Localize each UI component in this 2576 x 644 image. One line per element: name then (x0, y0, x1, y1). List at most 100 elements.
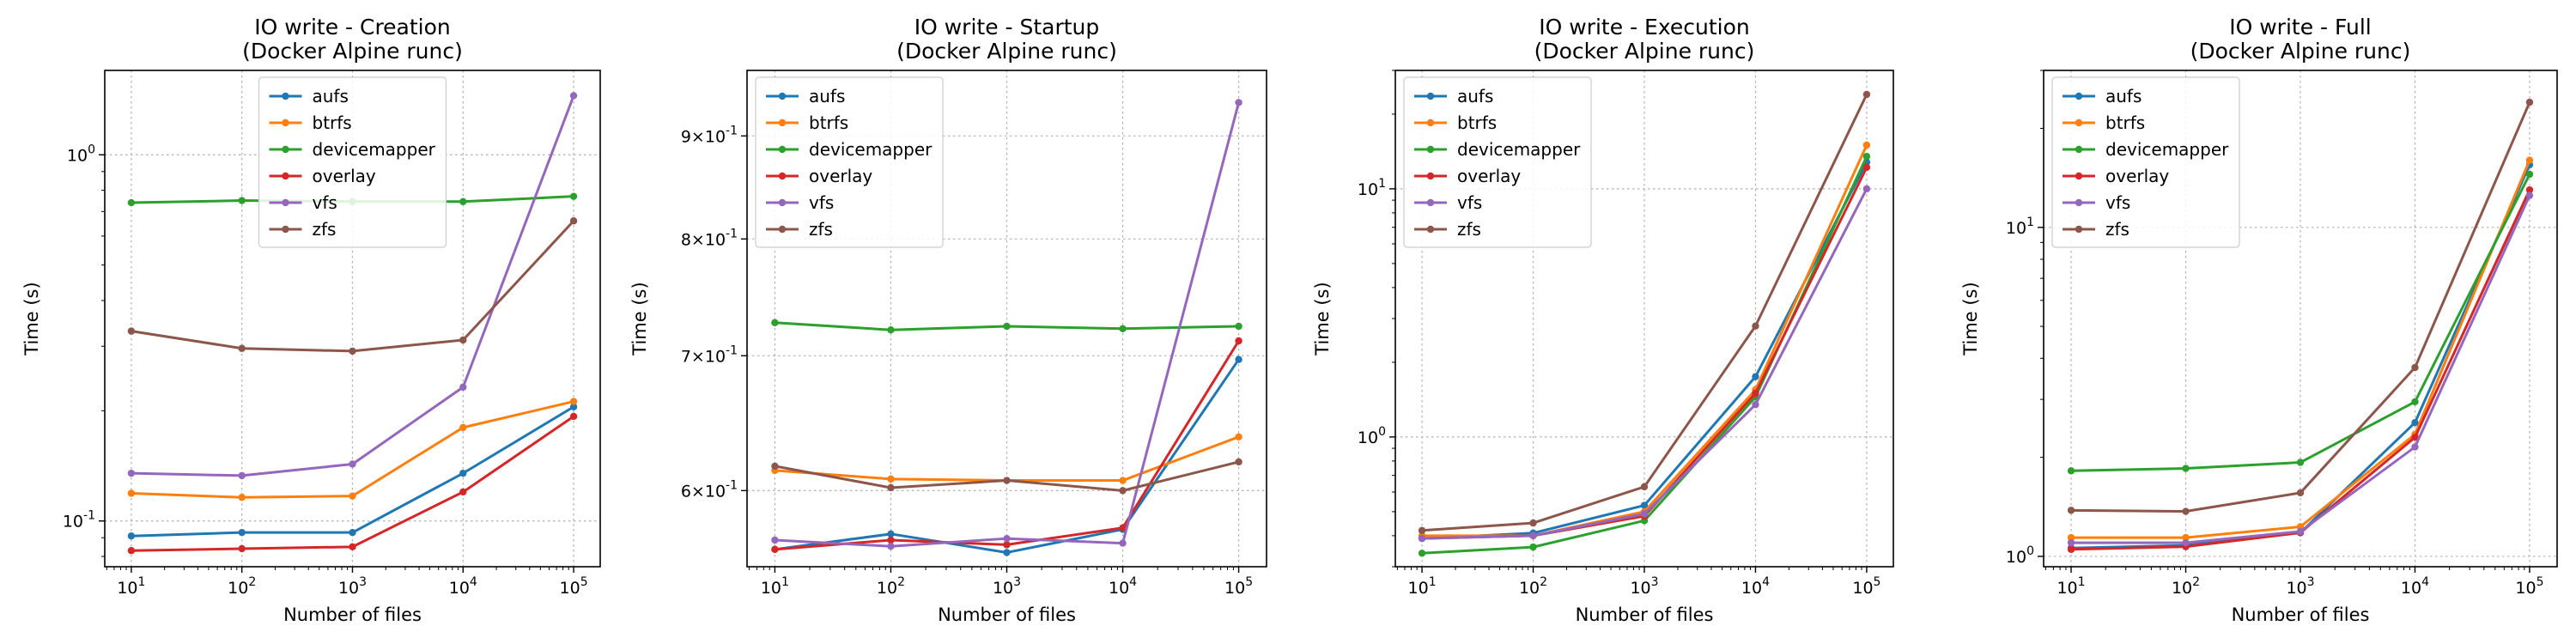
legend-marker-zfs (778, 225, 787, 234)
legend-label-vfs: vfs (313, 192, 337, 213)
data-point-devicemapper (2296, 459, 2305, 466)
data-point-zfs (127, 327, 136, 335)
data-point-btrfs (349, 492, 356, 500)
y-tick-label: 100 (67, 143, 95, 165)
legend-label-overlay: overlay (809, 166, 872, 186)
data-point-vfs (887, 543, 895, 550)
data-point-devicemapper (459, 197, 467, 205)
data-point-zfs (2296, 489, 2305, 497)
data-point-aufs (1003, 549, 1011, 556)
data-point-devicemapper (127, 198, 136, 207)
data-point-overlay (238, 544, 246, 553)
x-tick-label: 102 (2172, 575, 2200, 598)
data-point-zfs (1418, 526, 1426, 534)
data-point-vfs (569, 92, 578, 100)
data-point-vfs (1862, 185, 1871, 193)
y-tick-label: 100 (1358, 425, 1386, 447)
data-point-devicemapper (569, 192, 578, 200)
legend-box (258, 76, 447, 248)
legend-label-devicemapper: devicemapper (313, 139, 436, 160)
data-point-vfs (771, 536, 779, 544)
legend-label-btrfs: btrfs (313, 112, 352, 133)
data-point-btrfs (459, 423, 467, 432)
y-axis-label: Time (s) (21, 282, 42, 355)
data-point-zfs (459, 336, 467, 344)
chart-1: IO write - Creation (Docker Alpine runc) 1… (21, 15, 601, 625)
data-point-overlay (2067, 545, 2075, 554)
data-point-devicemapper (2067, 467, 2075, 475)
y-tick-label: 101 (1358, 177, 1386, 199)
chart-3: IO write - Execution (Docker Alpine runc)… (1312, 15, 1894, 625)
data-point-btrfs (2067, 533, 2075, 542)
data-point-overlay (1862, 163, 1871, 172)
legend-box (1403, 76, 1592, 248)
data-point-vfs (1235, 99, 1242, 106)
y-tick-label: 10-1 (63, 509, 95, 532)
data-point-devicemapper (1529, 543, 1537, 551)
legend-box (755, 76, 944, 248)
chart-4: IO write - Full (Docker Alpine runc) 101 10… (1960, 15, 2558, 625)
x-tick-label: 101 (761, 575, 789, 598)
x-tick-label: 105 (2515, 575, 2543, 598)
y-tick-label: 100 (2006, 544, 2034, 567)
data-point-zfs (2411, 363, 2419, 372)
data-point-btrfs (1862, 141, 1871, 149)
legend-label-devicemapper: devicemapper (2105, 139, 2229, 160)
data-point-overlay (349, 543, 356, 551)
legend-marker-zfs (282, 225, 289, 234)
data-point-zfs (1235, 458, 1242, 466)
chart-title: IO write - Creation (Docker Alpine runc) (242, 15, 463, 64)
data-point-overlay (1003, 541, 1011, 549)
data-point-aufs (349, 528, 356, 537)
legend-marker-vfs (778, 198, 787, 207)
y-tick-label: 7×10-1 (681, 343, 738, 366)
data-point-devicemapper (2411, 398, 2419, 406)
data-point-vfs (459, 383, 467, 392)
legend-label-vfs: vfs (1457, 192, 1482, 213)
data-point-btrfs (2525, 156, 2534, 164)
data-point-aufs (1752, 373, 1759, 380)
data-point-zfs (2182, 507, 2190, 515)
x-axis-label: Number of files (283, 605, 422, 625)
data-point-overlay (1235, 337, 1242, 345)
data-point-devicemapper (2525, 170, 2534, 179)
data-point-btrfs (1119, 477, 1127, 484)
legend-marker-devicemapper (778, 145, 787, 154)
data-point-zfs (1003, 477, 1011, 484)
data-point-vfs (238, 471, 246, 480)
data-point-overlay (127, 547, 136, 555)
legend-label-btrfs: btrfs (1457, 112, 1497, 133)
data-point-devicemapper (1418, 550, 1426, 557)
data-point-zfs (1752, 322, 1759, 330)
data-point-overlay (2411, 434, 2419, 441)
x-tick-label: 101 (2057, 575, 2085, 598)
legend-label-overlay: overlay (313, 166, 376, 186)
data-point-btrfs (127, 489, 136, 497)
legend-marker-vfs (1426, 198, 1435, 207)
x-tick-label: 105 (1224, 575, 1253, 598)
data-point-zfs (887, 483, 895, 492)
chart-2: IO write - Startup (Docker Alpine runc) 10… (629, 15, 1267, 625)
data-point-btrfs (569, 398, 578, 405)
data-point-zfs (1119, 487, 1127, 495)
x-axis-label: Number of files (1576, 605, 1714, 625)
legend-marker-overlay (282, 172, 289, 180)
data-point-btrfs (238, 494, 246, 501)
legend-marker-zfs (2075, 225, 2083, 234)
data-point-aufs (2411, 418, 2419, 427)
data-point-aufs (887, 530, 895, 538)
x-tick-label: 102 (1519, 575, 1547, 598)
series-line-aufs (775, 358, 1240, 554)
data-point-overlay (771, 545, 779, 554)
x-tick-label: 104 (1109, 575, 1137, 598)
legend-label-vfs: vfs (2105, 192, 2130, 213)
x-tick-label: 102 (228, 575, 256, 598)
data-point-vfs (1640, 510, 1649, 518)
data-point-vfs (349, 460, 356, 468)
data-point-vfs (2525, 191, 2534, 199)
legend-marker-btrfs (2075, 118, 2083, 127)
data-point-overlay (459, 488, 467, 496)
legend-label-devicemapper: devicemapper (809, 139, 933, 160)
data-point-zfs (1640, 483, 1649, 491)
y-tick-label: 6×10-1 (681, 478, 738, 501)
